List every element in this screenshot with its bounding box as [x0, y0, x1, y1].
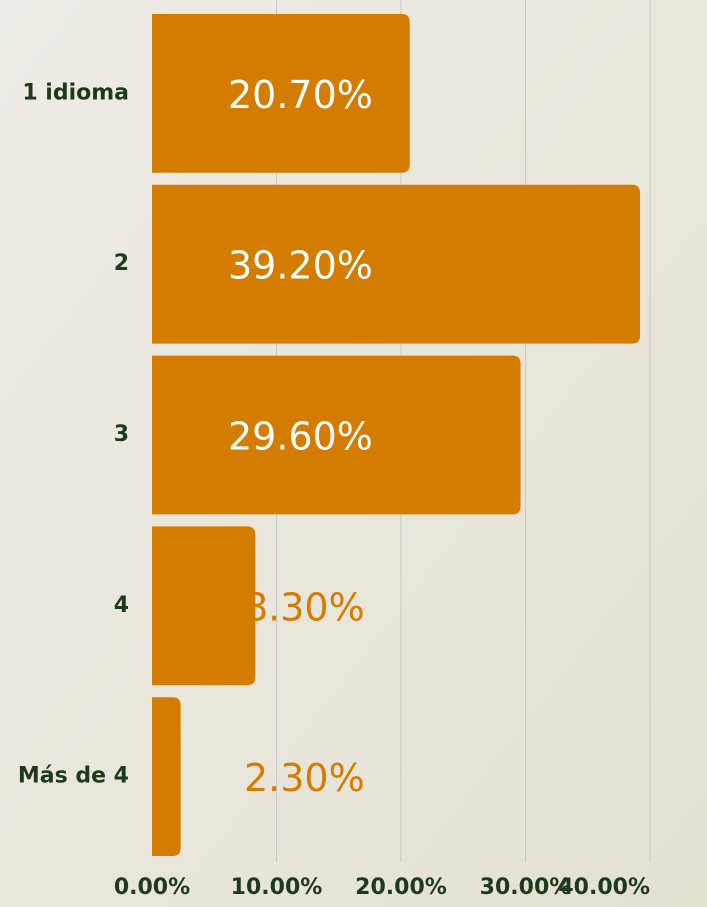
value-label: 8.30%: [244, 585, 365, 629]
value-label: 20.70%: [228, 73, 373, 117]
value-label: 2.30%: [244, 756, 365, 800]
bar: [152, 526, 255, 685]
bar: [152, 697, 181, 856]
chart: 0.00%10.00%20.00%30.00%40.00%20.70%1 idi…: [0, 0, 707, 907]
value-label: 29.60%: [228, 415, 373, 459]
y-tick-label: Más de 4: [18, 764, 129, 789]
x-tick-label: 10.00%: [231, 875, 323, 900]
x-tick-label: 40.00%: [558, 875, 650, 900]
y-tick-label: 3: [114, 422, 129, 447]
y-tick-label: 4: [114, 593, 129, 618]
x-tick-label: 0.00%: [114, 875, 190, 900]
y-tick-label: 1 idioma: [22, 80, 129, 105]
value-label: 39.20%: [228, 244, 373, 288]
x-tick-label: 20.00%: [355, 875, 447, 900]
y-tick-label: 2: [114, 251, 129, 276]
bar: [152, 185, 640, 344]
